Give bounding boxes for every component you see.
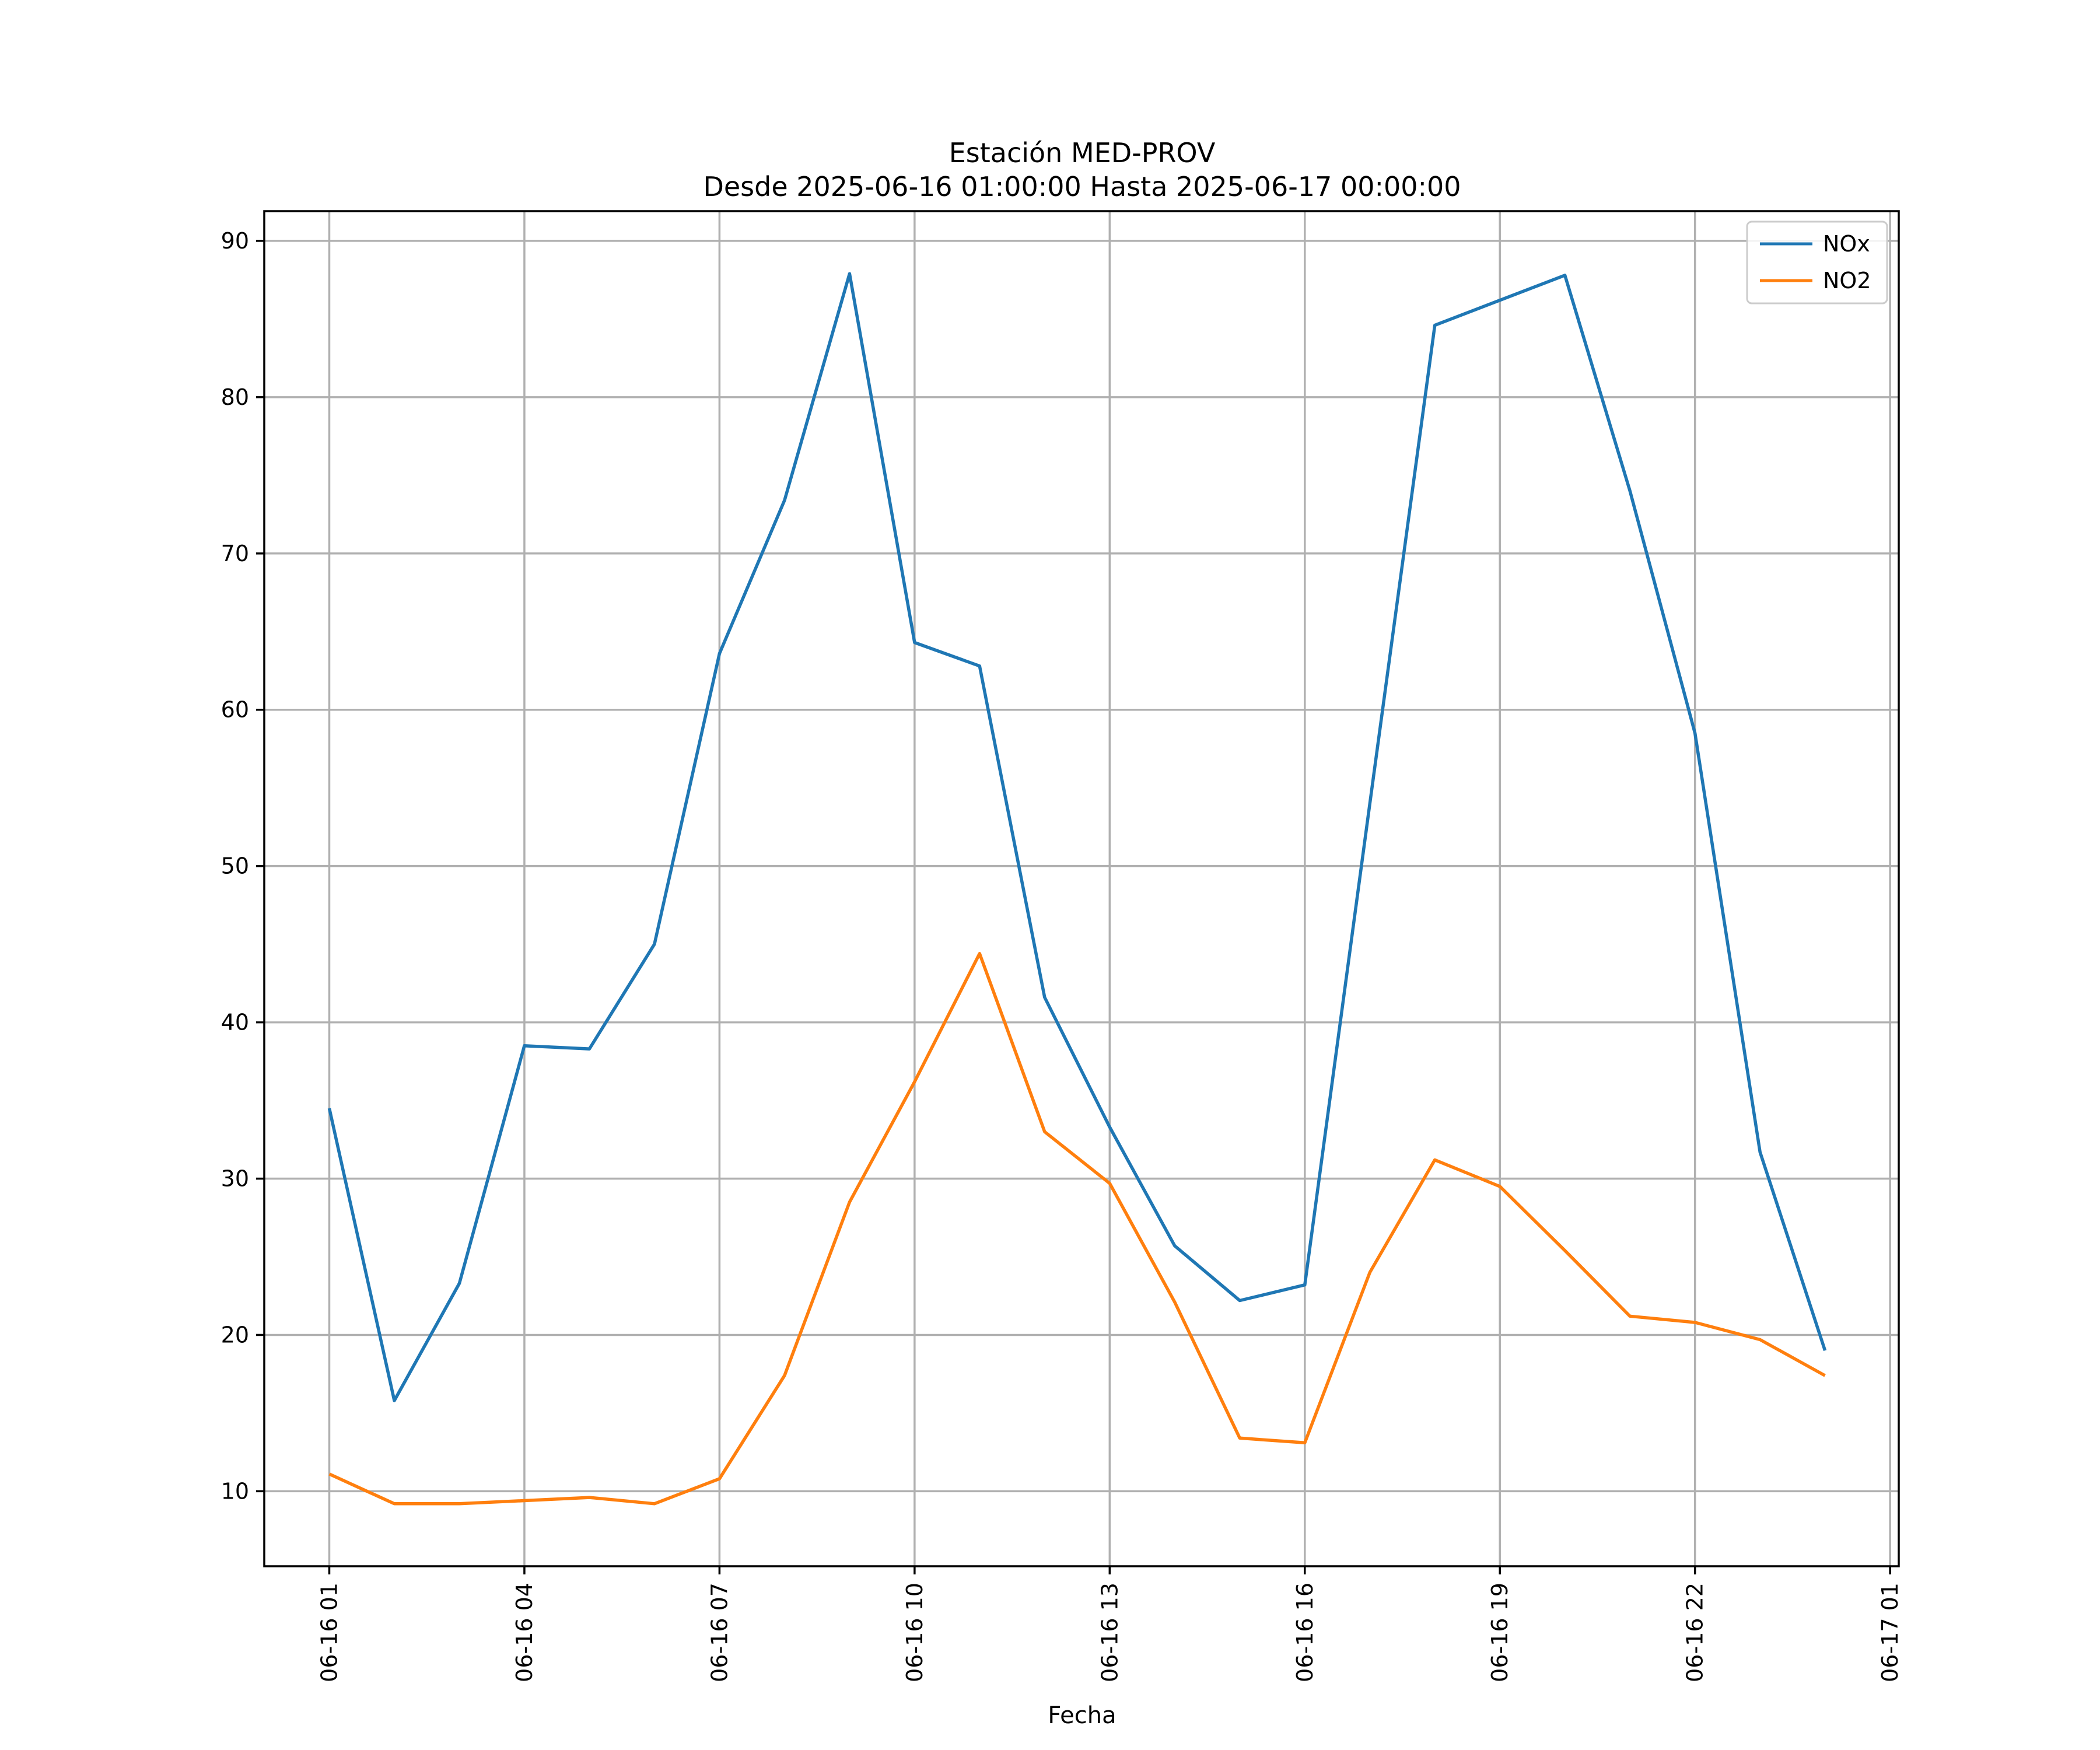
y-tick-label: 90 xyxy=(221,228,249,254)
legend-label-nox: NOx xyxy=(1823,231,1870,257)
x-tick-label: 06-16 22 xyxy=(1682,1583,1708,1682)
y-tick-label: 80 xyxy=(221,384,249,410)
x-axis: 06-16 01 06-16 04 06-16 07 06-16 10 06-16 13… xyxy=(316,1566,1903,1682)
grid-lines xyxy=(264,211,1899,1566)
y-tick-label: 70 xyxy=(221,541,249,566)
x-axis-label: Fecha xyxy=(1048,1702,1116,1729)
legend-label-no2: NO2 xyxy=(1823,268,1871,293)
y-tick-label: 20 xyxy=(221,1322,249,1348)
x-tick-label: 06-16 10 xyxy=(902,1583,928,1682)
chart-title-line1: Estación MED-PROV xyxy=(949,137,1216,169)
x-tick-label: 06-16 16 xyxy=(1292,1583,1318,1682)
x-tick-label: 06-16 01 xyxy=(316,1583,342,1682)
y-tick-label: 30 xyxy=(221,1166,249,1192)
y-tick-label: 10 xyxy=(221,1478,249,1504)
legend: NOx NO2 xyxy=(1746,220,1888,304)
legend-box xyxy=(1746,220,1888,304)
series-line-nox xyxy=(327,272,1827,1402)
series-layer xyxy=(327,272,1827,1506)
series-line-no2 xyxy=(328,951,1826,1506)
chart-title-line2: Desde 2025-06-16 01:00:00 Hasta 2025-06-… xyxy=(703,171,1461,202)
x-tick-label: 06-16 19 xyxy=(1487,1583,1513,1682)
plot-area-frame xyxy=(263,210,1900,1567)
y-tick-label: 50 xyxy=(221,853,249,879)
y-axis: 10 20 30 40 50 60 70 80 90 xyxy=(221,228,264,1504)
y-tick-label: 60 xyxy=(221,697,249,723)
x-tick-label: 06-16 04 xyxy=(512,1583,537,1682)
y-tick-label: 40 xyxy=(221,1010,249,1035)
x-tick-label: 06-16 13 xyxy=(1097,1583,1122,1682)
x-tick-label: 06-16 07 xyxy=(706,1583,732,1682)
x-tick-label: 06-17 01 xyxy=(1877,1583,1903,1682)
